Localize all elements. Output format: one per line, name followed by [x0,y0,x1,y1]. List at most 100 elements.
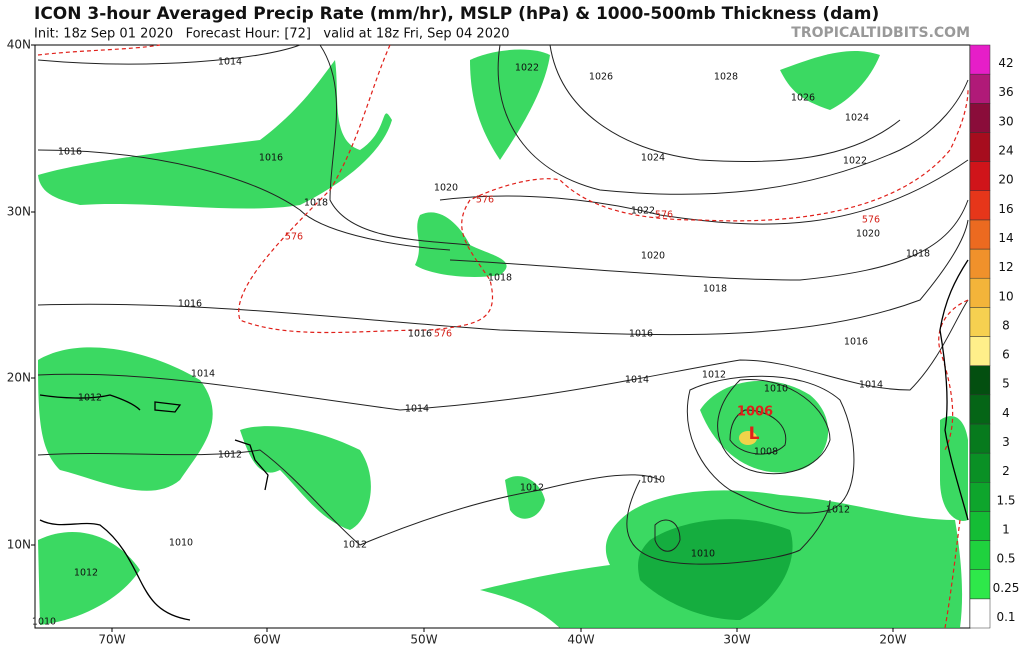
contour-label: 1016 [844,337,868,348]
contour-label: 1014 [625,375,649,386]
lat-label: 40N [7,38,31,52]
lon-label: 50W [410,633,437,647]
lat-label: 30N [7,205,31,219]
colorbar-label: 0.5 [996,552,1015,566]
contour-label: 1010 [764,384,788,395]
colorbar-bin [969,161,991,192]
colorbar-bin [969,540,991,570]
colorbar-bin [969,248,991,279]
contour-label: 1014 [859,380,883,391]
colorbar-bin [969,277,991,308]
lon-label: 20W [879,633,906,647]
colorbar-label: 8 [1002,318,1010,332]
contour-label: 1016 [259,153,283,164]
contour-label: 1010 [32,617,56,628]
contour-label: 576 [862,215,880,226]
contour-label: 1022 [631,206,655,217]
colorbar-label: 0.25 [993,581,1020,595]
colorbar-bin [969,103,991,133]
colorbar-label: 42 [998,56,1013,70]
colorbar-label: 14 [998,231,1013,245]
lon-label: 40W [567,633,594,647]
colorbar-bin [969,132,991,162]
contour-label: 1018 [488,273,512,284]
colorbar-label: 2 [1002,464,1010,478]
contour-label: 1028 [714,72,738,83]
contour-label: 1024 [845,113,869,124]
contour-label: 1026 [791,93,815,104]
contour-label: 1016 [408,329,432,340]
contour-label: 1026 [589,72,613,83]
contour-label: 1022 [515,63,539,74]
contour-label: 1016 [58,147,82,158]
colorbar-bin [969,44,991,75]
colorbar-label: 12 [998,260,1013,274]
contour-label: 1010 [691,549,715,560]
low-pressure: 1006 [737,405,773,420]
contour-label: 1022 [843,156,867,167]
map-area [34,44,971,629]
colorbar-label: 5 [1002,377,1010,391]
contour-label: 1012 [218,450,242,461]
contour-label: 1018 [703,284,727,295]
colorbar-label: 1 [1002,522,1010,536]
contour-label: 1012 [702,370,726,381]
lon-label: 30W [723,633,750,647]
colorbar-bin [969,219,991,250]
colorbar-bin [969,511,991,541]
contour-label: 1008 [754,447,778,458]
colorbar-bin [969,365,991,396]
heavy-precip [739,431,757,445]
thickness [37,44,969,629]
colorbar-label: 10 [998,289,1013,303]
contour-label: 1014 [218,57,242,68]
contour-label: 1012 [78,393,102,404]
contour-label: 1012 [826,505,850,516]
colorbar-label: 30 [998,114,1013,128]
colorbar-bin [969,190,991,221]
contour-label: 576 [655,210,673,221]
colorbar-label: 20 [998,173,1013,187]
colorbar-label: 0.1 [996,610,1015,624]
lon-label: 60W [253,633,280,647]
contour-label: 1012 [343,540,367,551]
contour-label: 1018 [304,198,328,209]
contour-label: 1024 [641,153,665,164]
site-credit: TROPICALTIDBITS.COM [791,25,970,41]
colorbar-bin [969,598,991,629]
colorbar: 0.1 0.25 0.5 1 1.5 2 3 4 5 6 8 10 12 14 16 20 24 30 36 42 [969,44,1020,629]
colorbar-label: 1.5 [996,493,1015,507]
colorbar-label: 4 [1002,406,1010,420]
coastlines [39,259,969,621]
contour-label: 1012 [74,568,98,579]
lon-label: 70W [98,633,125,647]
colorbar-label: 6 [1002,348,1010,362]
lat-label: 20N [7,371,31,385]
colorbar-bin [969,482,991,512]
contour-label: 1012 [520,483,544,494]
contour-label: 1020 [434,183,458,194]
contour-label: 1014 [191,369,215,380]
title: ICON 3-hour Averaged Precip Rate (mm/hr)… [34,4,879,24]
colorbar-bin [969,569,991,600]
colorbar-bin [969,423,991,454]
map-labels: 40N 30N 20N 10N 70W 60W 50W 40W 30W 20W 1014 1022 10… [7,38,930,647]
subtitle: Init: 18z Sep 01 2020 Forecast Hour: [72… [34,27,510,42]
isobars [37,44,969,565]
contour-label: 1014 [405,404,429,415]
colorbar-bin [969,336,991,366]
contour-label: 576 [476,195,494,206]
colorbar-bin [969,394,991,425]
colorbar-bin [969,73,991,104]
contour-label: 1020 [856,229,880,240]
colorbar-label: 36 [998,85,1013,99]
contour-label: 576 [285,232,303,243]
lat-label: 10N [7,538,31,552]
contour-label: 1010 [641,475,665,486]
contour-label: 1018 [906,249,930,260]
contour-label: 1016 [178,299,202,310]
colorbar-label: 24 [998,144,1013,158]
colorbar-bin [969,452,991,483]
contour-label: 1010 [169,538,193,549]
